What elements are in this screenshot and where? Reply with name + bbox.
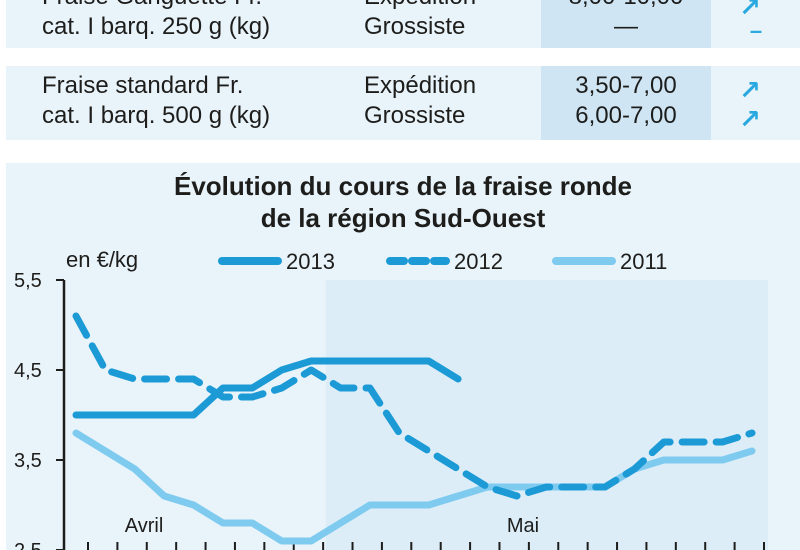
flat-dash-icon: – bbox=[749, 18, 763, 43]
y-tick-label: 5,5 bbox=[14, 270, 42, 292]
chart-title: Évolution du cours de la fraise ronde bbox=[174, 171, 632, 201]
price-column-bg bbox=[541, 0, 711, 48]
chart-subtitle: de la région Sud-Ouest bbox=[260, 203, 546, 233]
y-tick-label: 3,5 bbox=[14, 450, 42, 472]
up-arrow-icon: ↗ bbox=[739, 75, 761, 105]
row-separator bbox=[0, 48, 800, 66]
y-tick-label: 4,5 bbox=[14, 360, 42, 382]
price-column-bg bbox=[541, 66, 711, 140]
price-range: — bbox=[614, 13, 638, 40]
market-stage: Expédition bbox=[364, 72, 477, 99]
market-stage: Grossiste bbox=[364, 13, 466, 40]
up-arrow-icon: ↗ bbox=[739, 104, 761, 134]
series-line-2013 bbox=[72, 357, 462, 419]
product-name: cat. I barq. 250 g (kg) bbox=[42, 13, 271, 40]
market-stage: Grossiste bbox=[364, 102, 466, 129]
price-table: Fraise Gariguette Fr. cat. I barq. 250 g… bbox=[0, 0, 800, 140]
price-range: 3,50-7,00 bbox=[575, 72, 677, 99]
table-left-rule bbox=[0, 0, 6, 140]
up-arrow-icon: ↗ bbox=[739, 0, 761, 22]
price-range: 8,00-10,00 bbox=[541, 0, 711, 12]
month-shade-may bbox=[325, 280, 768, 550]
product-name: cat. I barq. 500 g (kg) bbox=[42, 102, 271, 129]
legend-label-2011: 2011 bbox=[620, 249, 667, 274]
legend-label-2012: 2012 bbox=[454, 249, 503, 274]
month-label-avril: Avril bbox=[125, 515, 164, 537]
y-axis-unit: en €/kg bbox=[66, 247, 139, 272]
legend-label-2013: 2013 bbox=[286, 249, 335, 274]
product-name: Fraise standard Fr. bbox=[42, 72, 244, 99]
product-name: Fraise Gariguette Fr. bbox=[42, 0, 262, 12]
month-label-mai: Mai bbox=[507, 515, 539, 537]
market-stage: Expédition bbox=[364, 0, 476, 12]
series-line-2012 bbox=[72, 312, 756, 500]
price-range: 6,00-7,00 bbox=[575, 102, 677, 129]
y-tick-label: 2,5 bbox=[14, 540, 42, 550]
